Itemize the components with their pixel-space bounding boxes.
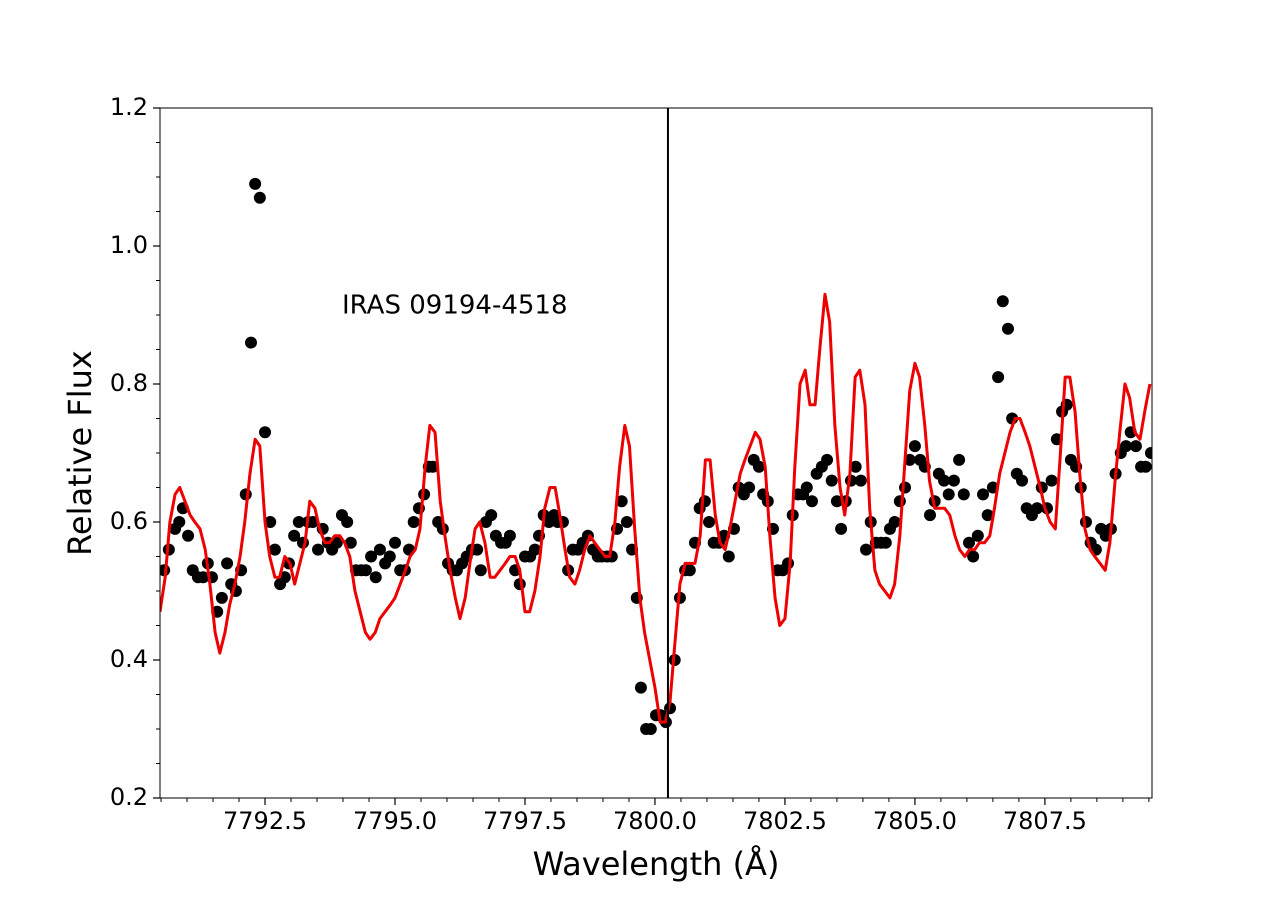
data-point xyxy=(860,543,873,556)
data-point xyxy=(1129,440,1142,453)
data-point xyxy=(1016,474,1029,487)
x-axis-label: Wavelength (Å) xyxy=(533,845,780,883)
data-point xyxy=(253,191,266,204)
data-point xyxy=(825,474,838,487)
y-tick-label: 1.2 xyxy=(110,93,148,121)
data-point xyxy=(173,516,186,528)
data-point xyxy=(365,550,378,563)
x-tick-label: 7800.0 xyxy=(613,807,697,835)
x-tick-label: 7802.5 xyxy=(743,807,827,835)
data-point xyxy=(854,474,867,487)
data-point xyxy=(908,440,921,453)
data-point xyxy=(888,516,901,528)
data-point xyxy=(182,529,195,542)
data-point xyxy=(722,550,735,563)
data-point xyxy=(830,495,843,508)
x-tick-label: 7797.5 xyxy=(483,807,567,835)
data-point xyxy=(899,481,912,494)
data-point xyxy=(967,550,980,563)
data-point xyxy=(942,488,955,501)
data-point xyxy=(947,474,960,487)
y-tick-label: 0.4 xyxy=(110,645,148,673)
data-point xyxy=(971,529,984,542)
data-point xyxy=(644,723,657,735)
data-point xyxy=(977,488,990,501)
data-point xyxy=(620,516,633,528)
data-point xyxy=(369,571,382,584)
data-point xyxy=(938,474,951,487)
data-point xyxy=(474,564,487,577)
data-point xyxy=(1031,502,1044,515)
data-point xyxy=(957,488,970,501)
y-tick-label: 0.8 xyxy=(110,369,148,397)
data-point xyxy=(782,557,795,570)
annotation: IRAS 09194-4518 xyxy=(342,291,568,321)
data-point xyxy=(743,481,756,494)
data-point xyxy=(215,591,228,604)
data-point xyxy=(996,295,1009,308)
data-point xyxy=(893,495,906,508)
data-point xyxy=(292,516,305,528)
data-point xyxy=(981,509,994,522)
data-point xyxy=(528,543,541,556)
data-point xyxy=(503,529,516,542)
data-point xyxy=(221,557,234,570)
data-point xyxy=(1144,447,1152,459)
data-point xyxy=(1045,474,1058,487)
data-point xyxy=(992,371,1005,384)
data-point xyxy=(1120,440,1133,453)
data-point xyxy=(383,550,396,563)
data-point xyxy=(849,460,862,473)
data-point xyxy=(800,481,813,494)
data-point xyxy=(962,536,975,549)
data-point xyxy=(197,571,210,584)
data-point xyxy=(288,529,301,542)
data-point xyxy=(407,516,420,528)
data-point xyxy=(373,543,386,556)
y-tick-label: 1.0 xyxy=(110,231,148,259)
data-point xyxy=(698,495,711,508)
data-point xyxy=(359,564,372,577)
data-point xyxy=(312,543,325,556)
data-point xyxy=(835,522,848,535)
data-point xyxy=(923,509,936,522)
x-tick-label: 7805.0 xyxy=(873,807,957,835)
data-point xyxy=(1001,322,1014,335)
data-point xyxy=(485,509,498,522)
data-point xyxy=(330,536,343,549)
data-point xyxy=(268,543,281,556)
data-point xyxy=(341,516,354,528)
data-point xyxy=(389,536,402,549)
data-point xyxy=(953,453,966,466)
x-tick-label: 7807.5 xyxy=(1003,807,1087,835)
y-axis-label: Relative Flux xyxy=(61,350,99,556)
data-point xyxy=(703,516,716,528)
data-point xyxy=(634,681,647,694)
data-point xyxy=(683,564,696,577)
data-point xyxy=(244,336,257,349)
data-point xyxy=(259,426,272,439)
data-point xyxy=(1139,460,1152,473)
data-point xyxy=(879,536,892,549)
data-point xyxy=(615,495,628,508)
data-point xyxy=(821,453,834,466)
data-point xyxy=(249,177,262,190)
data-point xyxy=(752,460,765,473)
data-point xyxy=(805,495,818,508)
y-tick-label: 0.6 xyxy=(110,507,148,535)
data-point xyxy=(471,543,484,556)
y-tick-label: 0.2 xyxy=(110,783,148,811)
model-line xyxy=(160,292,1152,724)
x-tick-label: 7792.5 xyxy=(223,807,307,835)
data-point xyxy=(264,516,277,528)
data-point xyxy=(344,536,357,549)
plot-area xyxy=(160,177,1152,735)
x-tick-label: 7795.0 xyxy=(353,807,437,835)
